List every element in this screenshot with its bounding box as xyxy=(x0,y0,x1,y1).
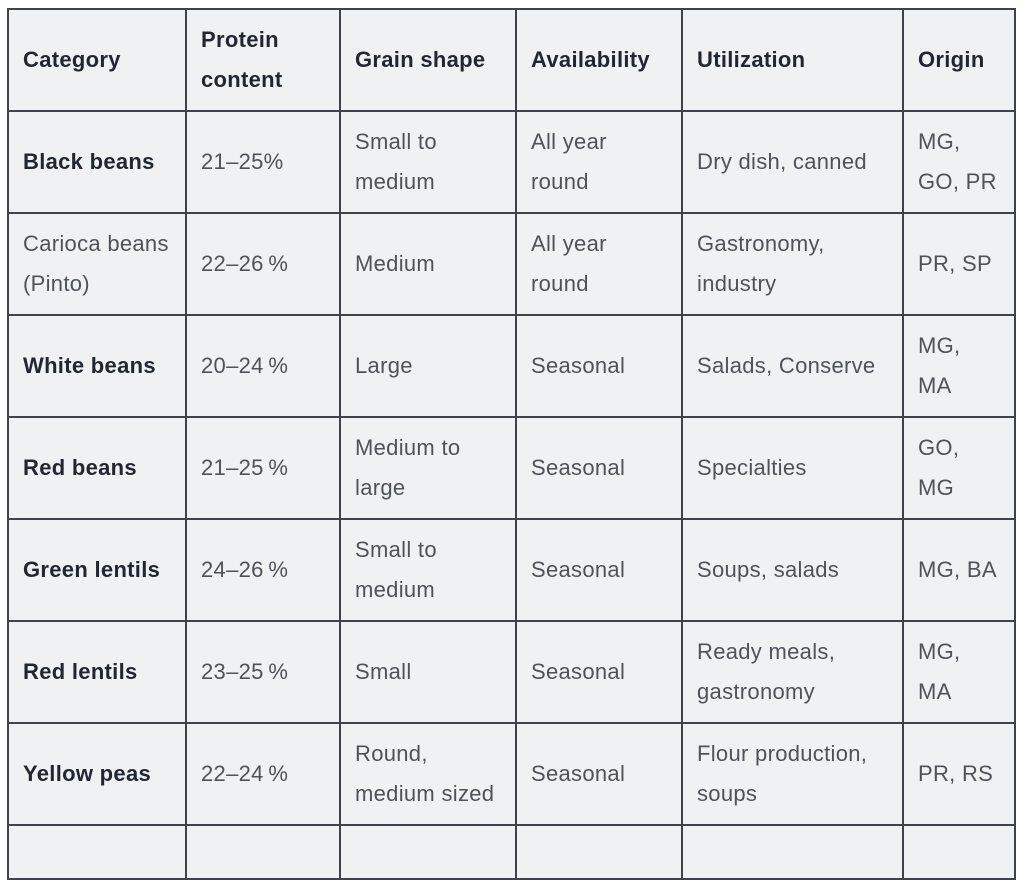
cell-origin: GO, MG xyxy=(902,416,1016,520)
cell-grain-shape: Small to medium xyxy=(339,518,517,622)
cell-origin: PR, RS xyxy=(902,722,1016,826)
cell-grain-shape: Small xyxy=(339,620,517,724)
column-header-protein-content: Protein content xyxy=(185,8,341,112)
cell-availability xyxy=(515,824,683,880)
cell-utilization: Soups, salads xyxy=(681,518,904,622)
cell-utilization xyxy=(681,824,904,880)
table-body: Black beans 21–25% Small to medium All year… xyxy=(7,110,1016,880)
cell-origin xyxy=(902,824,1016,880)
cell-grain-shape: Small to medium xyxy=(339,110,517,214)
table-row: Carioca beans (Pinto) 22–26 % Medium All ye… xyxy=(7,212,1016,316)
cell-category: Carioca beans (Pinto) xyxy=(7,212,187,316)
cell-availability: All year round xyxy=(515,212,683,316)
cell-availability: Seasonal xyxy=(515,518,683,622)
cell-category: Green lentils xyxy=(7,518,187,622)
table-row: White beans 20–24 % Large Seasonal Salads, C… xyxy=(7,314,1016,418)
cell-origin: PR, SP xyxy=(902,212,1016,316)
cell-origin: MG, BA xyxy=(902,518,1016,622)
column-header-grain-shape: Grain shape xyxy=(339,8,517,112)
cell-protein-content: 22–24 % xyxy=(185,722,341,826)
cell-utilization: Specialties xyxy=(681,416,904,520)
cell-category: White beans xyxy=(7,314,187,418)
cell-utilization: Dry dish, canned xyxy=(681,110,904,214)
cell-origin: MG, MA xyxy=(902,314,1016,418)
legumes-table: Category Protein content Grain shape Availa… xyxy=(7,8,1016,880)
cell-availability: Seasonal xyxy=(515,314,683,418)
cell-grain-shape: Large xyxy=(339,314,517,418)
cell-utilization: Flour production, soups xyxy=(681,722,904,826)
cell-grain-shape: Medium to large xyxy=(339,416,517,520)
column-header-availability: Availability xyxy=(515,8,683,112)
cell-protein-content: 21–25 % xyxy=(185,416,341,520)
table-row: Black beans 21–25% Small to medium All year… xyxy=(7,110,1016,214)
cell-availability: All year round xyxy=(515,110,683,214)
column-header-utilization: Utilization xyxy=(681,8,904,112)
cell-utilization: Gastronomy, industry xyxy=(681,212,904,316)
cell-protein-content xyxy=(185,824,341,880)
table-row: Yellow peas 22–24 % Round, medium sized Sea… xyxy=(7,722,1016,826)
cell-protein-content: 21–25% xyxy=(185,110,341,214)
cell-category: Red lentils xyxy=(7,620,187,724)
header-row: Category Protein content Grain shape Availa… xyxy=(7,8,1016,112)
table-header: Category Protein content Grain shape Availa… xyxy=(7,8,1016,112)
cell-grain-shape xyxy=(339,824,517,880)
cell-availability: Seasonal xyxy=(515,620,683,724)
cell-origin: MG, MA xyxy=(902,620,1016,724)
cell-category: Red beans xyxy=(7,416,187,520)
cell-availability: Seasonal xyxy=(515,722,683,826)
cell-utilization: Salads, Conserve xyxy=(681,314,904,418)
cell-origin: MG, GO, PR xyxy=(902,110,1016,214)
cell-grain-shape: Round, medium sized xyxy=(339,722,517,826)
cell-protein-content: 20–24 % xyxy=(185,314,341,418)
cell-category: Yellow peas xyxy=(7,722,187,826)
column-header-origin: Origin xyxy=(902,8,1016,112)
cell-availability: Seasonal xyxy=(515,416,683,520)
cell-protein-content: 24–26 % xyxy=(185,518,341,622)
table-row: Red lentils 23–25 % Small Seasonal Ready mea… xyxy=(7,620,1016,724)
cell-utilization: Ready meals, gastronomy xyxy=(681,620,904,724)
cell-category xyxy=(7,824,187,880)
table-row xyxy=(7,824,1016,880)
cell-grain-shape: Medium xyxy=(339,212,517,316)
cell-protein-content: 23–25 % xyxy=(185,620,341,724)
table-row: Green lentils 24–26 % Small to medium Seaso… xyxy=(7,518,1016,622)
column-header-category: Category xyxy=(7,8,187,112)
table-row: Red beans 21–25 % Medium to large Seasonal S… xyxy=(7,416,1016,520)
cell-category: Black beans xyxy=(7,110,187,214)
cell-protein-content: 22–26 % xyxy=(185,212,341,316)
